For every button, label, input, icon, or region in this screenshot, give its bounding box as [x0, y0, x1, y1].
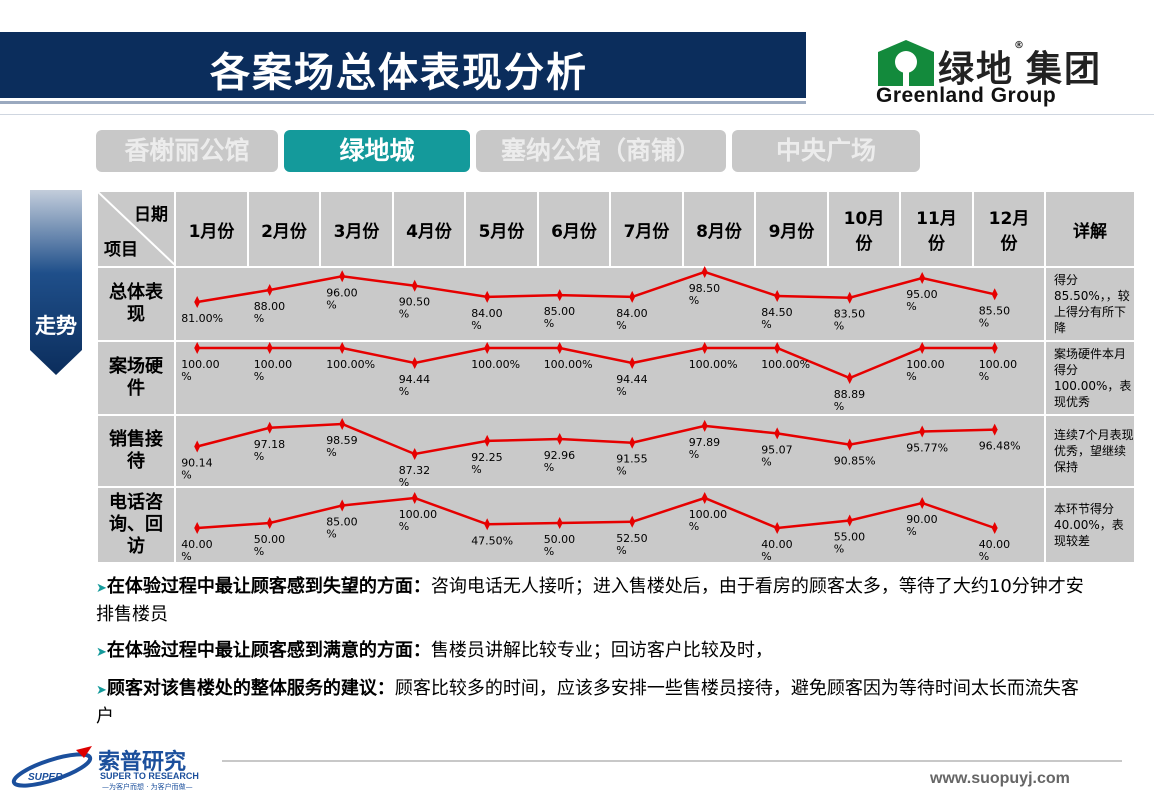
row-label-phone: 电话咨询、回访: [96, 486, 176, 564]
detail-header: 详解: [1044, 190, 1136, 268]
row-label-hardware: 案场硬件: [96, 340, 176, 416]
title-bar: 各案场总体表现分析: [0, 32, 806, 104]
tab-lvdicheng[interactable]: 绿地城: [284, 130, 470, 172]
row-plot-cell: [174, 414, 1046, 488]
arrow-bullet-icon: ➤: [96, 645, 107, 660]
row-label-overall: 总体表现: [96, 266, 176, 342]
arrow-bullet-icon: ➤: [96, 581, 107, 596]
month-header: 9月份: [754, 190, 829, 268]
score-table: 日期 项目 1月份 2月份 3月份 4月份 5月份 6月份 7月份 8月份 9月…: [96, 190, 1136, 564]
row-plot-cell: [174, 486, 1046, 564]
month-header: 7月份: [609, 190, 684, 268]
row-plot-cell: [174, 340, 1046, 416]
month-header: 3月份: [319, 190, 394, 268]
suopu-logo-cn: 索普研究: [98, 750, 187, 775]
row-detail-overall: 得分85.50%，，较上得分有所下降: [1044, 266, 1136, 342]
row-label-sales: 销售接待: [96, 414, 176, 488]
top-rule: [0, 114, 1154, 115]
corner-date-label: 日期: [134, 205, 168, 225]
tab-saina[interactable]: 塞纳公馆（商铺）: [476, 130, 726, 172]
row-detail-phone: 本环节得分40.00%，表现较差: [1044, 486, 1136, 564]
suopu-logo: SUPER 索普研究 SUPER TO RESEARCH —为客户而想 · 为客…: [6, 744, 216, 794]
greenland-logo: 绿地®集团 Greenland Group: [876, 34, 1116, 114]
month-header: 8月份: [682, 190, 756, 268]
tab-zhongyang[interactable]: 中央广场: [732, 130, 920, 172]
notes-section: ➤在体验过程中最让顾客感到失望的方面：咨询电话无人接听；进入售楼处后，由于看房的…: [96, 574, 1096, 740]
month-header: 4月份: [392, 190, 466, 268]
title-underline: [0, 101, 806, 104]
row-detail-sales: 连续7个月表现优秀，望继续保持: [1044, 414, 1136, 488]
row-detail-hardware: 案场硬件本月得分100.00%，表现优秀: [1044, 340, 1136, 416]
footer-url: www.suopuyj.com: [930, 770, 1070, 787]
corner-diagonal: [98, 192, 176, 266]
side-trend-label: 走势: [35, 314, 77, 338]
table-corner: 日期 项目: [96, 190, 176, 268]
month-header: 1月份: [174, 190, 249, 268]
month-header: 2月份: [247, 190, 321, 268]
logo-cn: 绿地®集团: [938, 40, 1103, 90]
corner-item-label: 项目: [104, 240, 138, 260]
tab-xiangxieli[interactable]: 香榭丽公馆: [96, 130, 278, 172]
suopu-slogan: —为客户而想 · 为客户而做—: [102, 783, 193, 791]
month-header: 5月份: [464, 190, 539, 268]
row-plot-cell: [174, 266, 1046, 342]
suopu-logo-en: SUPER TO RESEARCH: [100, 771, 199, 781]
footer-rule: [222, 760, 1122, 762]
note-disappointed: ➤在体验过程中最让顾客感到失望的方面：咨询电话无人接听；进入售楼处后，由于看房的…: [96, 576, 1084, 625]
month-header: 10月份: [827, 190, 901, 268]
note-suggestion: ➤顾客对该售楼处的整体服务的建议：顾客比较多的时间，应该多安排一些售楼员接待，避…: [96, 678, 1079, 727]
month-header: 6月份: [537, 190, 611, 268]
month-header: 11月份: [899, 190, 974, 268]
month-header: 12月份: [972, 190, 1046, 268]
side-trend-banner: [30, 190, 82, 375]
arrow-bullet-icon: ➤: [96, 683, 107, 698]
note-satisfied: ➤在体验过程中最让顾客感到满意的方面：售楼员讲解比较专业；回访客户比较及时，: [96, 640, 773, 661]
svg-text:SUPER: SUPER: [28, 772, 63, 783]
greenland-tree-icon: [878, 40, 934, 86]
suopu-swoosh-icon: SUPER: [11, 746, 93, 788]
page-title: 各案场总体表现分析: [210, 50, 588, 96]
logo-en: Greenland Group: [876, 84, 1057, 107]
